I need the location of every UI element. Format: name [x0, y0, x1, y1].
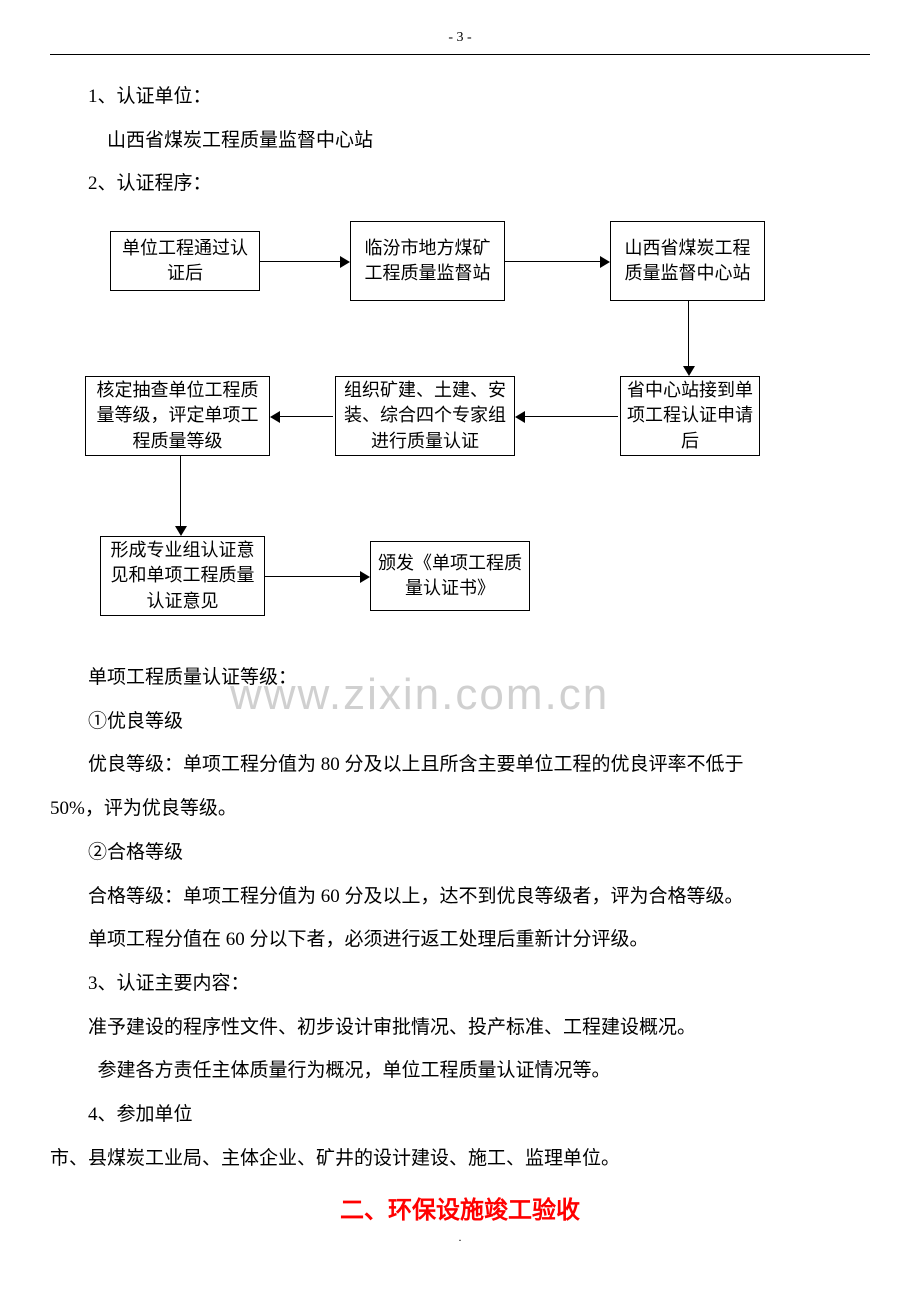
flow-box-1: 单位工程通过认证后 [110, 231, 260, 291]
page-number: - 3 - [50, 30, 870, 55]
text-line-1: 1、认证单位： [50, 75, 870, 119]
flow-box-5: 组织矿建、土建、安装、综合四个专家组进行质量认证 [335, 376, 515, 456]
text-line-8: 合格等级：单项工程分值为 60 分及以上，达不到优良等级者，评为合格等级。 [50, 875, 870, 919]
text-line-9: 单项工程分值在 60 分以下者，必须进行返工处理后重新计分评级。 [50, 918, 870, 962]
arrow-7 [265, 576, 368, 577]
flow-box-6: 核定抽查单位工程质量等级，评定单项工程质量等级 [85, 376, 270, 456]
arrow-5 [272, 416, 333, 417]
text-line-2: 山西省煤炭工程质量监督中心站 [50, 119, 870, 163]
text-line-5: ①优良等级 [50, 700, 870, 744]
arrow-4 [517, 416, 618, 417]
arrow-2 [505, 261, 608, 262]
text-line-12: 参建各方责任主体质量行为概况，单位工程质量认证情况等。 [50, 1049, 870, 1093]
arrow-1 [260, 261, 348, 262]
text-line-3: 2、认证程序： [50, 162, 870, 206]
text-line-6b: 50%，评为优良等级。 [50, 787, 870, 831]
flow-box-3: 山西省煤炭工程质量监督中心站 [610, 221, 765, 301]
flow-box-7: 形成专业组认证意见和单项工程质量认证意见 [100, 536, 265, 616]
text-line-7: ②合格等级 [50, 831, 870, 875]
arrow-6 [180, 456, 181, 534]
text-line-4: 单项工程质量认证等级： [50, 656, 870, 700]
text-line-13: 4、参加单位 [50, 1093, 870, 1137]
flowchart: 单位工程通过认证后 临汾市地方煤矿工程质量监督站 山西省煤炭工程质量监督中心站 … [50, 216, 870, 646]
section-heading: 二、环保设施竣工验收 [50, 1190, 870, 1225]
flow-box-8: 颁发《单项工程质量认证书》 [370, 541, 530, 611]
text-line-14: 市、县煤炭工业局、主体企业、矿井的设计建设、施工、监理单位。 [50, 1137, 870, 1181]
text-line-10: 3、认证主要内容： [50, 962, 870, 1006]
text-line-11: 准予建设的程序性文件、初步设计审批情况、投产标准、工程建设概况。 [50, 1006, 870, 1050]
text-line-6a: 优良等级：单项工程分值为 80 分及以上且所含主要单位工程的优良评率不低于 [50, 743, 870, 787]
arrow-3 [688, 301, 689, 374]
flow-box-4: 省中心站接到单项工程认证申请后 [620, 376, 760, 456]
footer-dot: . [50, 1230, 870, 1245]
flow-box-2: 临汾市地方煤矿工程质量监督站 [350, 221, 505, 301]
